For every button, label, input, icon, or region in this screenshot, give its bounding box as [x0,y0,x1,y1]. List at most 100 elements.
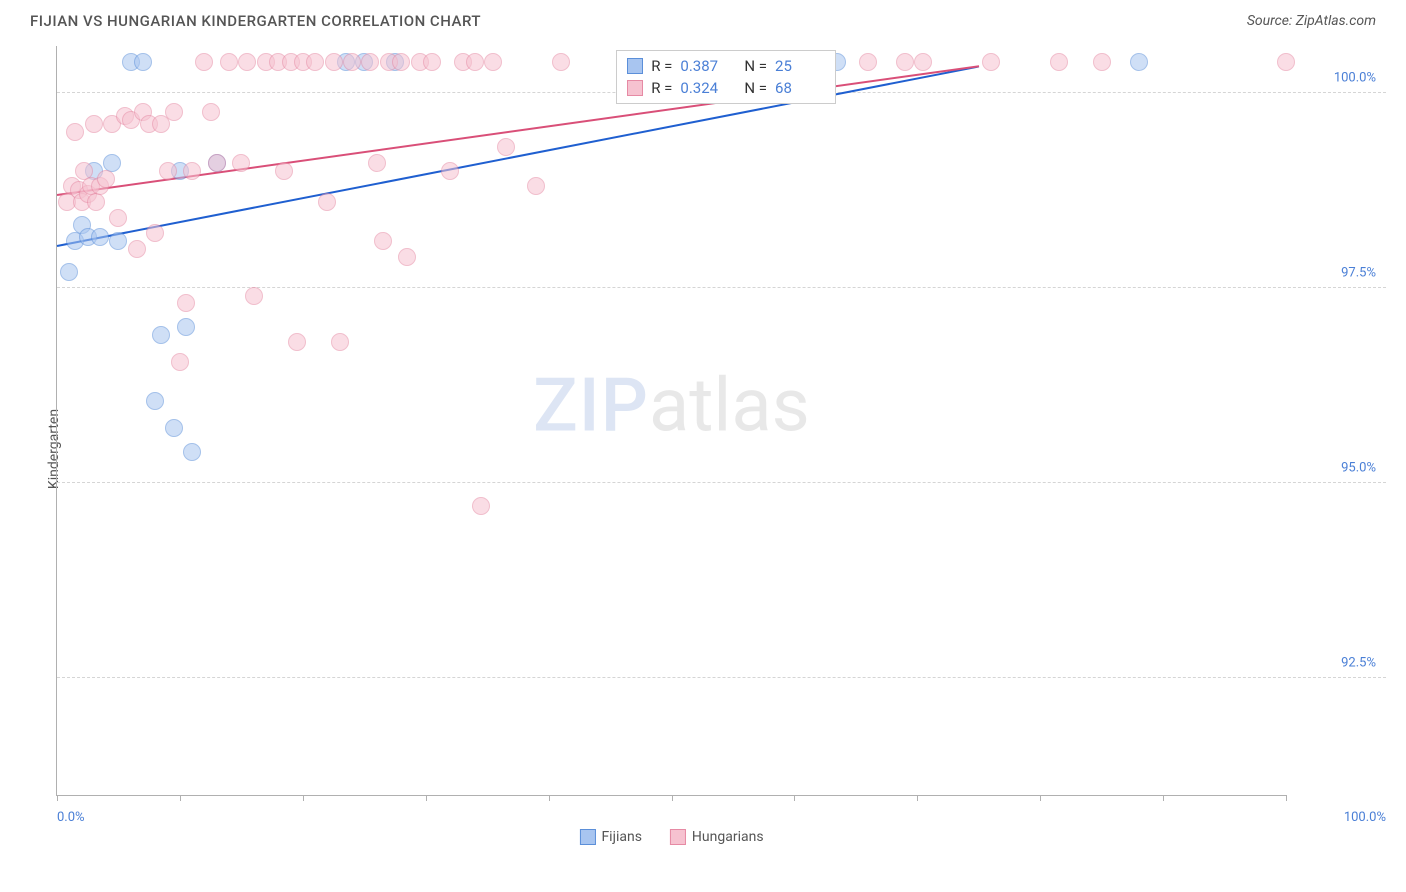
r-label: R = [651,79,672,97]
x-tick [549,795,550,801]
series-legend: Fijians Hungarians [579,829,763,845]
data-point [109,232,127,250]
data-point [171,353,189,371]
legend-label: Hungarians [692,829,764,845]
data-point [497,138,515,156]
data-point [238,53,256,71]
correlation-legend: R = 0.387 N = 25 R = 0.324 N = 68 [616,50,836,104]
plot-area: ZIPatlas 92.5%95.0%97.5%100.0%0.0%100.0%… [56,46,1286,796]
data-point [361,53,379,71]
gridline [57,482,1386,483]
data-point [183,443,201,461]
data-point [331,333,349,351]
watermark-zip: ZIP [533,362,649,449]
y-tick-label: 92.5% [1341,655,1376,670]
data-point [232,154,250,172]
x-tick [794,795,795,801]
y-tick-label: 97.5% [1341,265,1376,280]
x-tick [1163,795,1164,801]
x-tick [303,795,304,801]
x-tick [1040,795,1041,801]
x-tick [57,795,58,801]
legend-swatch [627,58,643,74]
data-point [195,53,213,71]
data-point [128,240,146,258]
data-point [109,209,127,227]
data-point [245,287,263,305]
data-point [325,53,343,71]
data-point [1093,53,1111,71]
data-point [152,326,170,344]
watermark: ZIPatlas [533,362,810,449]
n-value: 68 [775,79,825,97]
data-point [859,53,877,71]
data-point [202,103,220,121]
data-point [552,53,570,71]
data-point [91,228,109,246]
data-point [220,53,238,71]
x-min-label: 0.0% [57,810,85,825]
data-point [1277,53,1295,71]
data-point [374,232,392,250]
data-point [288,333,306,351]
data-point [306,53,324,71]
data-point [275,162,293,180]
x-tick [426,795,427,801]
data-point [165,103,183,121]
data-point [398,248,416,266]
n-value: 25 [775,57,825,75]
legend-row: R = 0.324 N = 68 [627,77,825,99]
data-point [423,53,441,71]
legend-swatch [627,80,643,96]
n-label: N = [744,79,767,97]
gridline [57,677,1386,678]
r-value: 0.324 [680,79,730,97]
source-credit: Source: ZipAtlas.com [1247,13,1376,29]
data-point [183,162,201,180]
data-point [914,53,932,71]
data-point [66,123,84,141]
data-point [466,53,484,71]
data-point [60,263,78,281]
data-point [208,154,226,172]
data-point [1050,53,1068,71]
data-point [85,115,103,133]
data-point [159,162,177,180]
data-point [343,53,361,71]
data-point [368,154,386,172]
data-point [177,294,195,312]
r-value: 0.387 [680,57,730,75]
legend-label: Fijians [601,829,641,845]
data-point [527,177,545,195]
data-point [392,53,410,71]
data-point [146,224,164,242]
data-point [87,193,105,211]
r-label: R = [651,57,672,75]
x-max-label: 100.0% [1344,810,1386,825]
chart-container: Kindergarten ZIPatlas 92.5%95.0%97.5%100… [18,46,1386,852]
data-point [1130,53,1148,71]
data-point [97,170,115,188]
data-point [177,318,195,336]
x-tick [672,795,673,801]
legend-item: Fijians [579,829,641,845]
data-point [472,497,490,515]
watermark-atlas: atlas [649,362,810,449]
x-tick [180,795,181,801]
data-point [484,53,502,71]
data-point [165,419,183,437]
y-tick-label: 95.0% [1341,460,1376,475]
x-tick [1286,795,1287,801]
chart-title: FIJIAN VS HUNGARIAN KINDERGARTEN CORRELA… [30,12,481,30]
y-tick-label: 100.0% [1334,70,1376,85]
x-tick [917,795,918,801]
data-point [896,53,914,71]
data-point [318,193,336,211]
legend-swatch [670,829,686,845]
data-point [982,53,1000,71]
data-point [441,162,459,180]
data-point [134,53,152,71]
data-point [146,392,164,410]
legend-item: Hungarians [670,829,764,845]
legend-swatch [579,829,595,845]
